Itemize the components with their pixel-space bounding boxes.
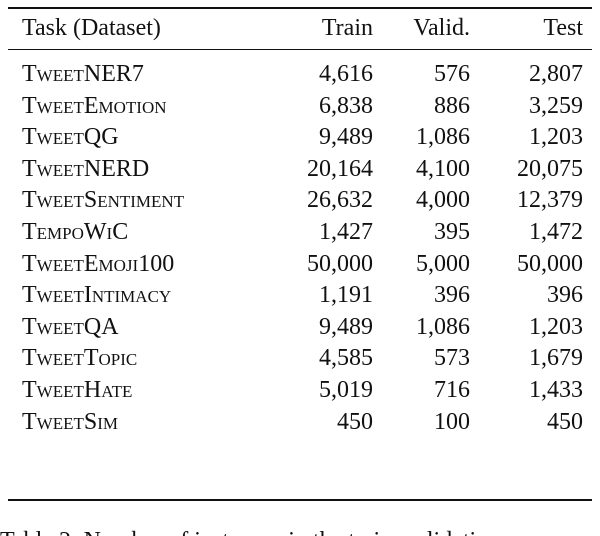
caption: Table 2: Number of instances in the trai… (0, 526, 500, 536)
count-cell: 20,164 (307, 155, 373, 182)
count-cell: 4,585 (319, 345, 373, 372)
task-name: TweetSim (22, 408, 118, 435)
count-cell: 50,000 (307, 250, 373, 277)
count-cell: 1,433 (529, 377, 583, 403)
count-cell: 5,019 (319, 377, 373, 403)
count-cell: 4,616 (319, 61, 373, 87)
count-cell: 12,379 (517, 187, 583, 214)
count-cell: 1,086 (416, 313, 470, 340)
top-rule (8, 7, 592, 9)
count-cell: 576 (434, 61, 470, 87)
task-name: TweetHate (22, 377, 133, 403)
task-name: TempoWiC (22, 219, 129, 245)
count-cell: 1,472 (529, 219, 583, 245)
count-cell: 20,075 (517, 155, 583, 182)
count-cell: 4,000 (416, 187, 470, 214)
count-cell: 6,838 (319, 92, 373, 119)
task-name: TweetIntimacy (22, 282, 172, 309)
count-cell: 1,427 (319, 219, 373, 245)
count-cell: 395 (434, 219, 470, 245)
task-name: TweetEmoji100 (22, 250, 175, 277)
task-name: TweetEmotion (22, 92, 167, 119)
count-cell: 1,191 (319, 282, 373, 309)
count-cell: 886 (434, 92, 470, 119)
bottom-rule (8, 499, 592, 501)
count-cell: 396 (434, 282, 470, 309)
header-cell: Test (543, 15, 583, 41)
count-cell: 1,086 (416, 124, 470, 151)
header-cell: Task (Dataset) (22, 15, 161, 41)
count-cell: 2,807 (529, 61, 583, 87)
count-cell: 5,000 (416, 250, 470, 277)
task-name: TweetNERD (22, 155, 150, 182)
count-cell: 4,100 (416, 155, 470, 182)
count-cell: 100 (434, 408, 470, 435)
count-cell: 9,489 (319, 313, 373, 340)
count-cell: 450 (547, 408, 583, 435)
count-cell: 1,203 (529, 124, 583, 151)
task-name: TweetTopic (22, 345, 138, 372)
task-name: TweetQG (22, 124, 119, 151)
count-cell: 1,679 (529, 345, 583, 372)
header-cell: Train (321, 15, 373, 41)
count-cell: 573 (434, 345, 470, 372)
header-rule (8, 49, 592, 50)
task-name: TweetNER7 (22, 61, 144, 87)
count-cell: 716 (434, 377, 470, 403)
count-cell: 26,632 (307, 187, 373, 214)
task-name: TweetSentiment (22, 187, 185, 214)
task-name: TweetQA (22, 313, 119, 340)
count-cell: 9,489 (319, 124, 373, 151)
count-cell: 396 (547, 282, 583, 309)
count-cell: 3,259 (529, 92, 583, 119)
count-cell: 450 (337, 408, 373, 435)
count-cell: 50,000 (517, 250, 583, 277)
header-cell: Valid. (413, 15, 470, 41)
count-cell: 1,203 (529, 313, 583, 340)
